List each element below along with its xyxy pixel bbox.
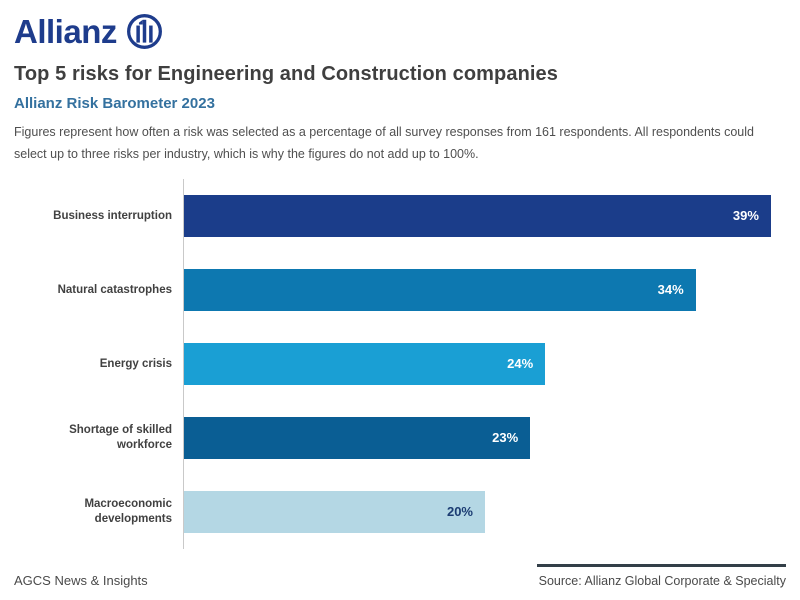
chart-row: 23% (184, 401, 786, 475)
chart-row: 24% (184, 327, 786, 401)
category-label: Business interruption (53, 209, 172, 222)
category-label: Energy crisis (99, 357, 172, 370)
chart-bar: 20% (184, 490, 485, 533)
chart-row: 20% (184, 475, 786, 549)
category-label: Macroeconomic developments (84, 498, 172, 525)
chart-bar: 34% (184, 268, 696, 311)
chart-bar: 24% (184, 342, 546, 385)
allianz-logo: Allianz (14, 12, 786, 50)
plot-area: 39% 34% 24% 23% 20% (183, 178, 786, 549)
source-attribution: Source: Allianz Global Corporate & Speci… (536, 564, 786, 588)
page-header: Allianz Top 5 risks for Engineering and … (14, 12, 786, 166)
category-label: Shortage of skilled workforce (69, 424, 172, 451)
bar-value-label: 23% (492, 430, 519, 446)
chart-bar: 39% (184, 194, 771, 237)
chart-description: Figures represent how often a risk was s… (14, 125, 754, 161)
chart-bar: 23% (184, 416, 531, 459)
bar-chart: Business interruption Natural catastrophe… (14, 178, 786, 549)
bar-value-label: 20% (446, 504, 473, 520)
bar-value-label: 24% (507, 356, 534, 372)
page-title: Top 5 risks for Engineering and Construc… (14, 63, 558, 85)
category-label-column: Business interruption Natural catastrophe… (14, 179, 183, 549)
chart-row: 39% (184, 179, 786, 253)
page-footer: AGCS News & Insights Source: Allianz Glo… (14, 564, 786, 588)
allianz-wordmark: Allianz (14, 12, 117, 50)
chart-row: 34% (184, 253, 786, 327)
allianz-eagle-icon (126, 13, 162, 49)
footer-left-text: AGCS News & Insights (14, 573, 148, 588)
category-label: Natural catastrophes (57, 283, 172, 296)
bar-value-label: 39% (732, 208, 759, 224)
bar-value-label: 34% (657, 282, 684, 298)
page-subtitle: Allianz Risk Barometer 2023 (14, 95, 215, 112)
